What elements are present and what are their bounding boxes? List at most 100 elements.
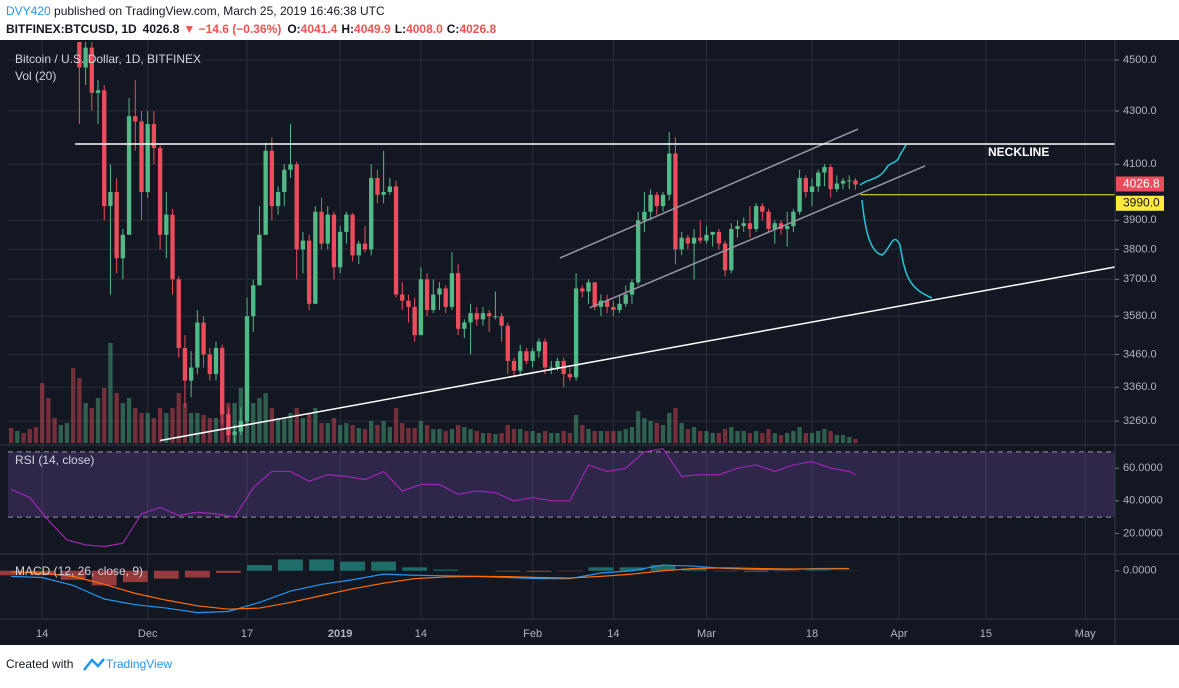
macd-histogram: [216, 571, 241, 573]
volume-bar: [332, 418, 336, 443]
volume-bar: [152, 418, 156, 443]
volume-bar: [599, 431, 603, 443]
x-tick-label: 14: [607, 628, 619, 640]
ohlc-value: 4049.9: [354, 22, 391, 36]
volume-bar: [77, 378, 81, 443]
volume-bar: [139, 413, 143, 443]
x-tick-label: 18: [806, 628, 818, 640]
candle-body: [642, 212, 646, 221]
volume-bar: [338, 425, 342, 443]
candle-body: [357, 244, 361, 256]
rsi-title: RSI (14, close): [15, 453, 94, 467]
volume-bar: [797, 427, 801, 443]
price: 4026.8: [143, 22, 180, 36]
candle-body: [667, 153, 671, 194]
candle-body: [729, 229, 733, 270]
volume-bar: [65, 423, 69, 443]
volume-bar: [698, 431, 702, 443]
footer-brand[interactable]: TradingView: [106, 657, 172, 671]
candle-body: [375, 178, 379, 195]
rsi-tick-label: 60.0000: [1123, 462, 1163, 474]
volume-bar: [177, 393, 181, 443]
candle-body: [164, 215, 168, 235]
ohlc-value: 4008.0: [406, 22, 443, 36]
volume-bar: [804, 433, 808, 443]
candle-body: [810, 186, 814, 192]
candle-body: [350, 215, 354, 256]
volume-bar: [406, 428, 410, 443]
candle-body: [394, 186, 398, 294]
volume-bar: [282, 418, 286, 443]
y-tick-label: 3800.0: [1123, 243, 1157, 255]
volume-bar: [642, 418, 646, 443]
ohlc-key: O:: [287, 22, 300, 36]
candle-body: [760, 206, 764, 212]
candle-body: [698, 238, 702, 241]
candle-body: [146, 124, 150, 192]
volume-bar: [828, 431, 832, 443]
volume-bar: [40, 383, 44, 443]
volume-bar: [816, 431, 820, 443]
candle-body: [679, 238, 683, 250]
candle-body: [549, 367, 553, 368]
volume-bar: [201, 415, 205, 443]
x-tick-label: 17: [241, 628, 253, 640]
candle-body: [593, 282, 597, 307]
volume-bar: [518, 429, 522, 443]
volume-bar: [561, 431, 565, 443]
candle-body: [487, 313, 491, 316]
volume-bar: [847, 437, 851, 443]
candle-body: [425, 279, 429, 310]
volume-bar: [307, 413, 311, 443]
volume-bar: [146, 413, 150, 443]
candle-body: [419, 279, 423, 335]
volume-bar: [636, 411, 640, 443]
candle-body: [332, 215, 336, 268]
volume-bar: [326, 423, 330, 443]
ohlc-value: 4026.8: [459, 22, 496, 36]
candle-body: [841, 181, 845, 184]
macd-histogram: [775, 571, 800, 572]
ohlc-value: 4041.4: [301, 22, 338, 36]
candle-body: [673, 153, 677, 249]
candle-body: [406, 301, 410, 307]
volume-bar: [59, 425, 63, 443]
candle-body: [543, 342, 547, 368]
candle-body: [506, 326, 510, 361]
volume-bar: [276, 418, 280, 443]
candle-body: [158, 148, 162, 235]
volume-bar: [381, 421, 385, 443]
volume-bar: [9, 428, 13, 443]
y-tick-label: 3580.0: [1123, 310, 1157, 322]
footer-text: Created with: [6, 657, 73, 671]
candle-body: [828, 167, 832, 189]
volume-bar: [661, 425, 665, 443]
candle-body: [617, 304, 621, 310]
volume-bar: [437, 429, 441, 443]
y-tick-label: 3460.0: [1123, 348, 1157, 360]
candle-body: [735, 226, 739, 229]
volume-bar: [189, 413, 193, 443]
candle-body: [692, 238, 696, 244]
volume-bar: [835, 435, 839, 443]
macd-histogram: [309, 559, 334, 570]
candle-body: [326, 215, 330, 244]
candle-body: [139, 121, 143, 192]
volume-bar: [28, 429, 32, 443]
volume-bar: [512, 429, 516, 443]
candle-body: [711, 232, 715, 235]
candle-body: [251, 285, 255, 316]
candle-body: [114, 192, 118, 258]
macd-histogram: [526, 571, 551, 572]
volume-bar: [655, 423, 659, 443]
macd-histogram: [247, 565, 272, 571]
volume-bar: [648, 421, 652, 443]
candle-body: [363, 244, 367, 250]
ohlc-key: H:: [341, 22, 354, 36]
volume-bar: [344, 423, 348, 443]
author[interactable]: DVY420: [6, 4, 51, 18]
volume-bar: [630, 427, 634, 443]
level-label: 3990.0: [1123, 195, 1160, 209]
volume-bar: [729, 427, 733, 443]
